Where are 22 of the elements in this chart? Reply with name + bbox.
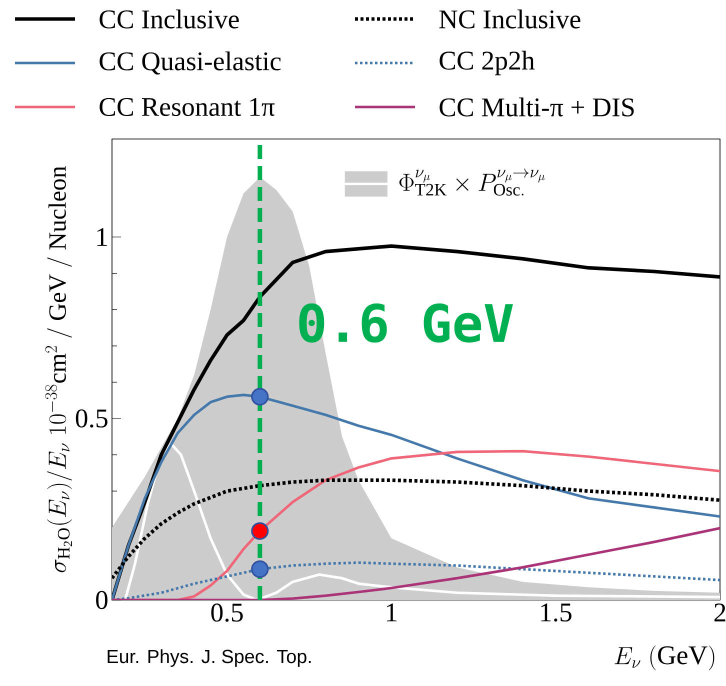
- x-tick-label: 1.5: [541, 604, 572, 622]
- legend-label: CC Inclusive: [100, 10, 239, 28]
- y-tick-label: 0.5: [76, 409, 108, 428]
- x-tick-label: 1: [386, 604, 396, 622]
- ref-line-label: 0.6 GeV: [299, 303, 513, 343]
- point: [251, 560, 269, 578]
- y-axis-title: $\sigma_{\mathrm{H_2O}}(E_\nu)/E_\nu\ 10^{-38}\mathrm{cm}^2\ /\ \mathrm{GeV}\ /\ \mathrm{Nucleon}$: [45, 166, 72, 572]
- legend-label: CC Multi-π + DIS: [440, 98, 634, 116]
- point: [251, 388, 269, 406]
- line-series: [112, 526, 720, 600]
- point: [251, 522, 269, 540]
- x-tick-label: 2: [714, 604, 726, 622]
- x-axis-title: $E_\nu\ (\mathrm{GeV})$: [614, 646, 714, 670]
- legend-label: CC 2p2h: [440, 50, 535, 76]
- legend-label: NC Inclusive: [439, 10, 580, 28]
- y-tick-label: 1: [97, 228, 107, 246]
- y-tick-label: 0: [96, 590, 108, 610]
- legend-label: $\Phi_{\mathrm{T2K}}^{\nu_\mu}\times P_{\mathrm{Osc.}}^{\nu_\mu\to\nu_\mu}$: [399, 168, 545, 196]
- legend-label: CC Quasi-elastic: [100, 51, 281, 75]
- legend-label: CC Resonant 1π: [100, 98, 275, 116]
- x-tick-label: 0.5: [211, 604, 243, 622]
- text: Eur. Phys. J. Spec. Top.: [108, 649, 311, 667]
